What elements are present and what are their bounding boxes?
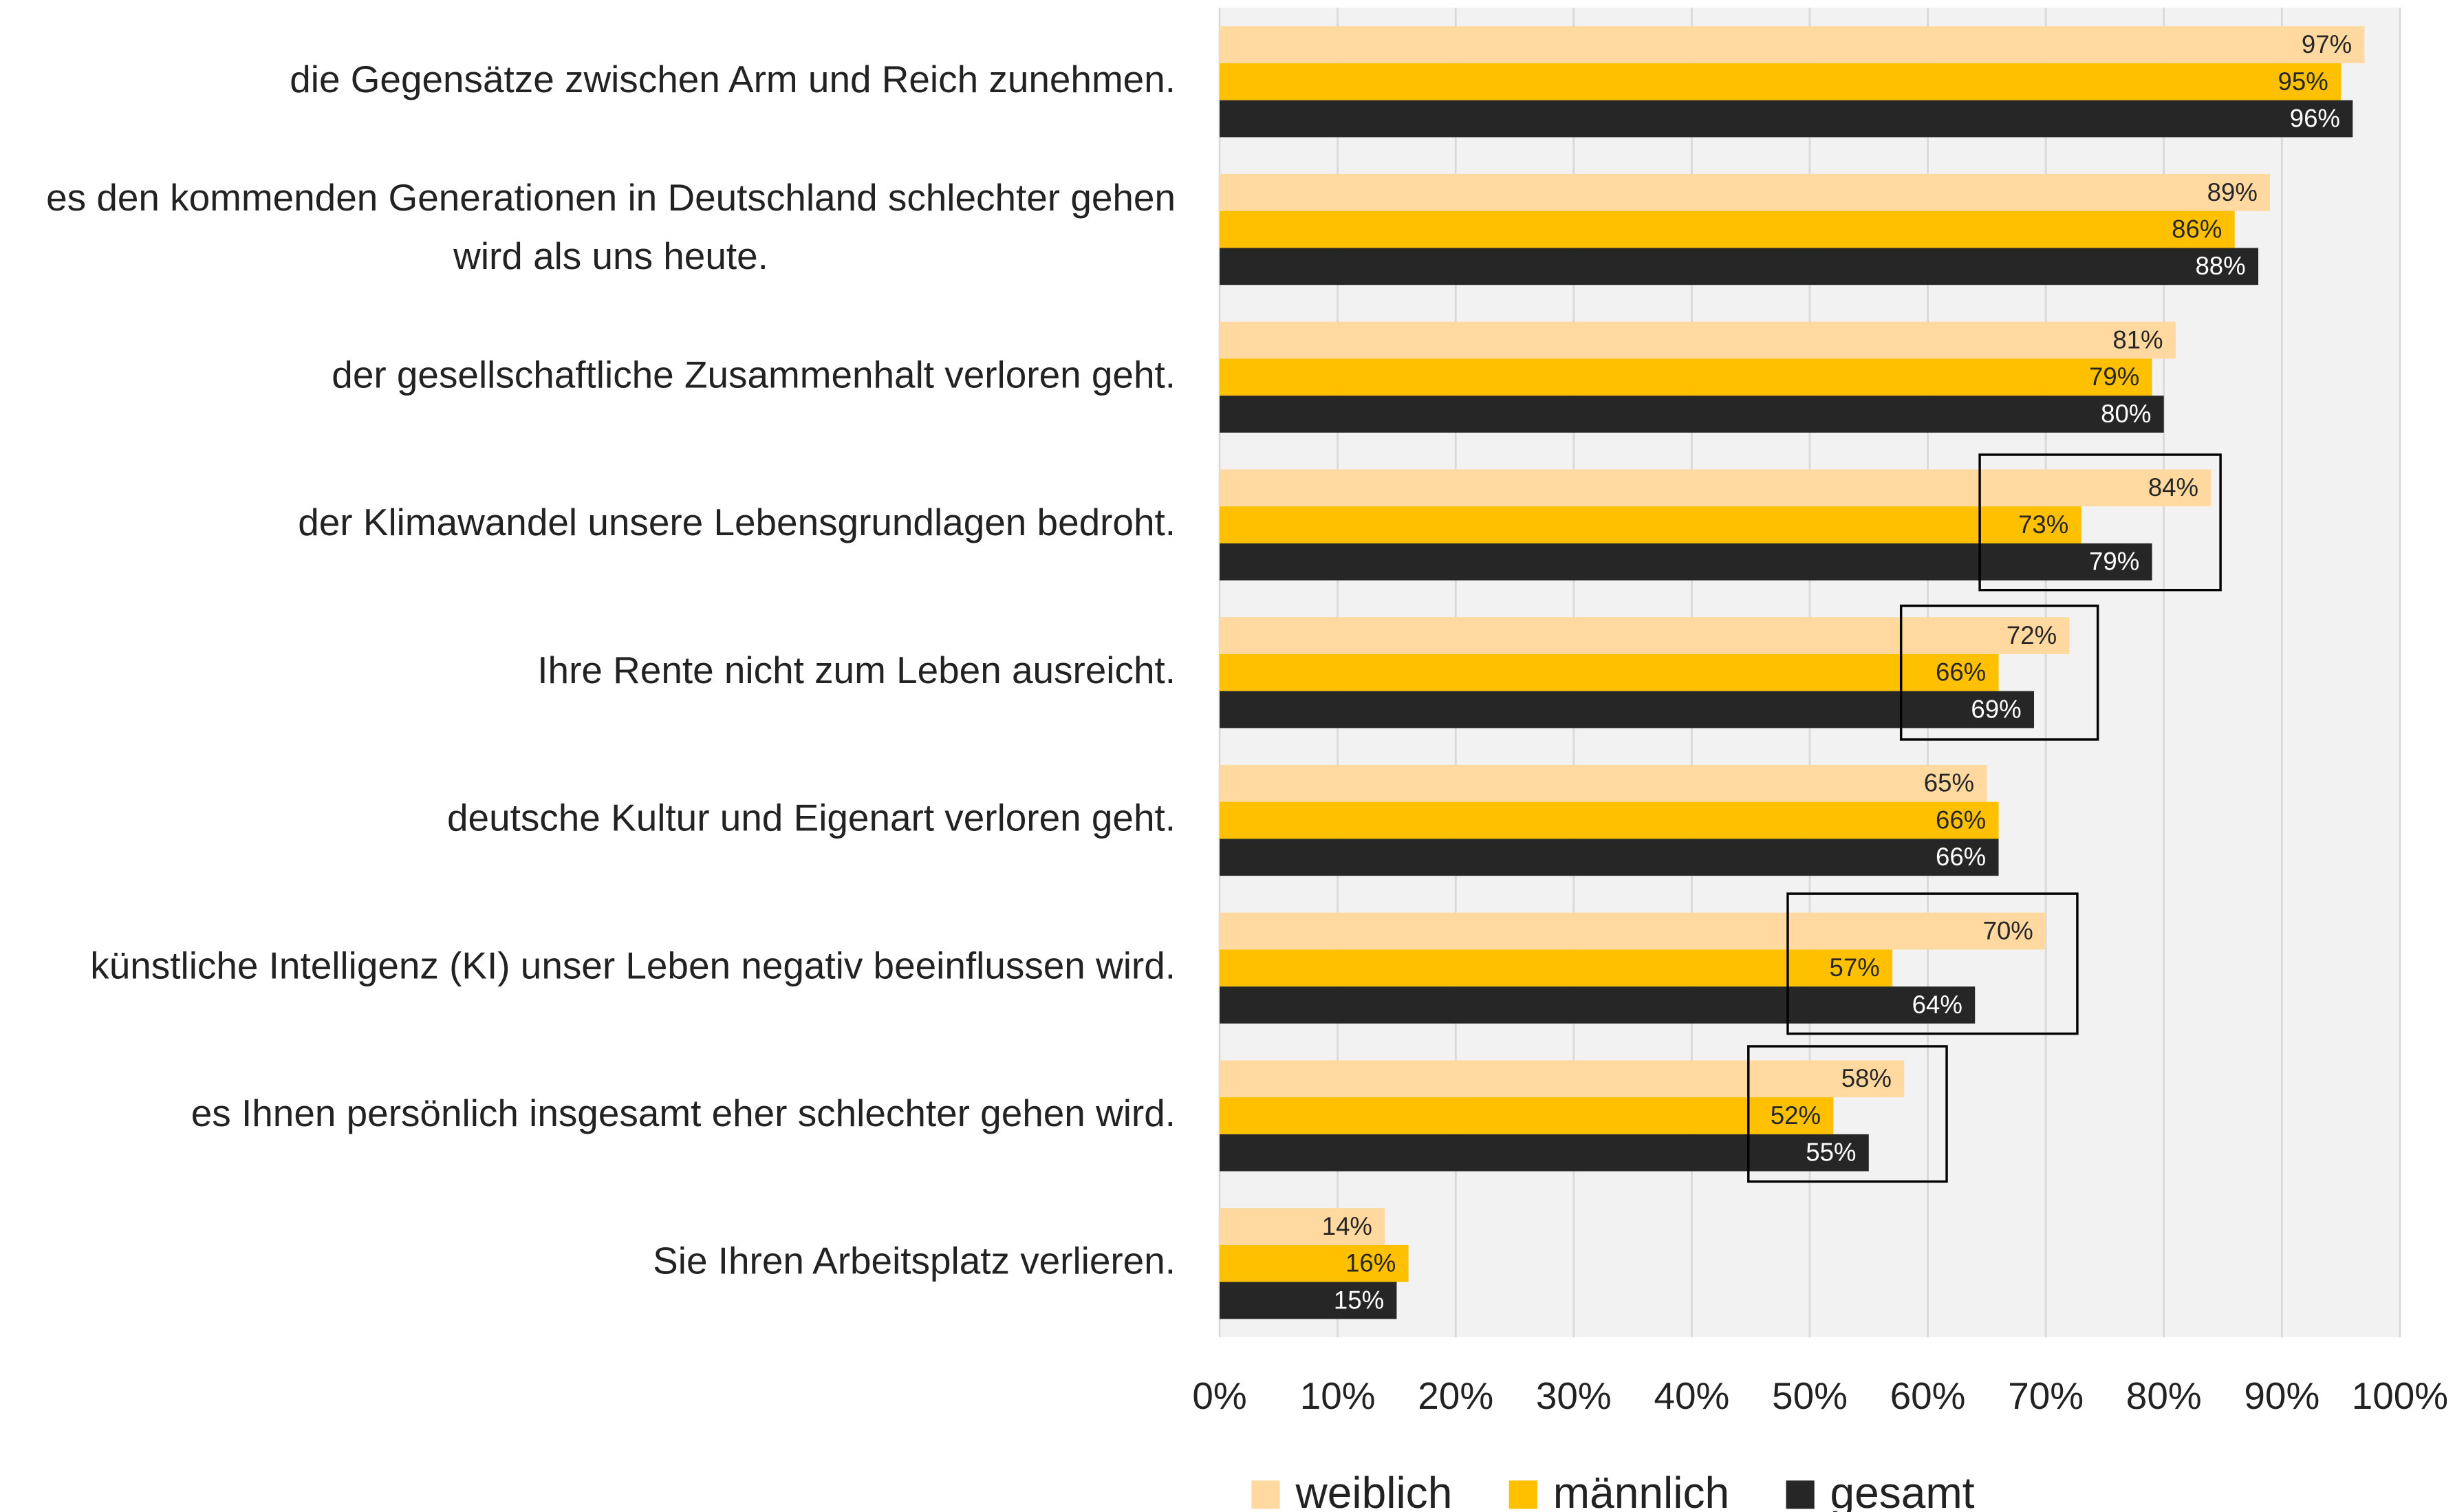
bar (1220, 248, 2259, 285)
data-label: 80% (2101, 400, 2151, 428)
bar (1220, 949, 1893, 987)
data-label: 97% (2302, 30, 2352, 58)
bar (1220, 839, 1999, 876)
x-tick-label: 100% (2352, 1374, 2448, 1417)
legend-swatch (1508, 1480, 1537, 1509)
bars (1220, 26, 2365, 1319)
x-tick-label: 10% (1300, 1374, 1376, 1417)
x-tick-label: 20% (1418, 1374, 1493, 1417)
bar (1220, 1134, 1869, 1171)
bar (1220, 654, 1999, 691)
data-label: 65% (1924, 769, 1974, 797)
y-tick-label: Sie Ihren Arbeitsplatz verlieren. (653, 1239, 1176, 1282)
highlight-box (1747, 1045, 1948, 1183)
bar (1220, 1097, 1834, 1134)
bar (1220, 801, 1999, 839)
y-tick-label: deutsche Kultur und Eigenart verloren ge… (447, 796, 1176, 839)
bar (1220, 26, 2365, 63)
data-label: 86% (2172, 215, 2222, 244)
data-label: 96% (2290, 105, 2340, 133)
data-label: 14% (1322, 1212, 1372, 1240)
data-label: 69% (1971, 695, 2021, 723)
y-tick-label: die Gegensätze zwischen Arm und Reich zu… (290, 57, 1176, 100)
data-label: 73% (2018, 510, 2068, 539)
data-label: 84% (2148, 473, 2198, 501)
bar (1220, 63, 2342, 100)
bar (1220, 617, 2070, 654)
data-label: 57% (1830, 953, 1880, 982)
data-label: 64% (1912, 991, 1962, 1019)
bar (1220, 986, 1976, 1024)
x-tick-label: 60% (1890, 1374, 1966, 1417)
data-label: 15% (1334, 1286, 1384, 1314)
bar (1220, 1244, 1409, 1282)
data-label: 79% (2089, 363, 2139, 391)
labels: 0% 10% 20% 30% 40% 50% 60% 70% 80% 90% 100% 97% 95% 9… (46, 30, 2448, 1417)
x-tick-label: 40% (1654, 1374, 1729, 1417)
data-label: 72% (2007, 621, 2057, 649)
bar (1220, 1060, 1905, 1098)
bar (1220, 1282, 1397, 1319)
bar (1220, 210, 2235, 248)
x-tick-label: 70% (2008, 1374, 2084, 1417)
x-tick-label: 0% (1192, 1374, 1246, 1417)
y-tick-label: künstliche Intelligenz (KI) unser Leben … (90, 944, 1176, 986)
highlight-box (1978, 453, 2222, 592)
bar (1220, 691, 2035, 728)
data-label: 66% (1936, 843, 1986, 871)
legend: weiblich männlich gesamt (1251, 1468, 1975, 1512)
bar (1220, 100, 2353, 138)
bar (1220, 1208, 1385, 1245)
data-label: 66% (1936, 658, 1986, 687)
data-label: 52% (1771, 1101, 1821, 1130)
bar (1220, 506, 2081, 543)
highlight-boxes (1747, 453, 2222, 1183)
x-tick-label: 80% (2126, 1374, 2202, 1417)
bar (1220, 396, 2164, 433)
x-tick-label: 90% (2244, 1374, 2319, 1417)
bar (1220, 764, 1987, 802)
data-label: 58% (1841, 1064, 1892, 1092)
data-label: 95% (2278, 67, 2328, 96)
legend-label: gesamt (1830, 1468, 1975, 1512)
x-tick-label: 30% (1536, 1374, 1612, 1417)
bar (1220, 543, 2152, 581)
bar (1220, 321, 2176, 359)
legend-label: männlich (1553, 1468, 1729, 1512)
y-tick-label: der gesellschaftliche Zusammenhalt verlo… (332, 353, 1176, 396)
data-label: 79% (2089, 548, 2139, 576)
data-label: 66% (1936, 806, 1986, 834)
y-tick-label: es den kommenden Generationen in Deutsch… (46, 176, 1176, 277)
y-tick-label: der Klimawandel unsere Lebensgrundlagen … (298, 501, 1176, 543)
legend-swatch (1786, 1480, 1815, 1509)
bar (1220, 912, 2046, 950)
data-label: 55% (1806, 1138, 1856, 1167)
highlight-box (1786, 892, 2079, 1035)
bar (1220, 358, 2152, 396)
legend-swatch (1251, 1480, 1280, 1509)
highlight-box (1899, 604, 2099, 741)
bar (1220, 173, 2271, 211)
data-label: 88% (2195, 252, 2245, 280)
x-tick-label: 50% (1772, 1374, 1848, 1417)
y-tick-label: es Ihnen persönlich insgesamt eher schle… (191, 1092, 1176, 1134)
data-label: 70% (1983, 916, 2033, 944)
bar (1220, 469, 2211, 507)
data-label: 81% (2112, 326, 2163, 354)
legend-label: weiblich (1295, 1468, 1452, 1512)
y-tick-label: Ihre Rente nicht zum Leben ausreicht. (537, 648, 1176, 691)
data-label: 16% (1345, 1249, 1396, 1277)
data-label: 89% (2207, 178, 2258, 206)
